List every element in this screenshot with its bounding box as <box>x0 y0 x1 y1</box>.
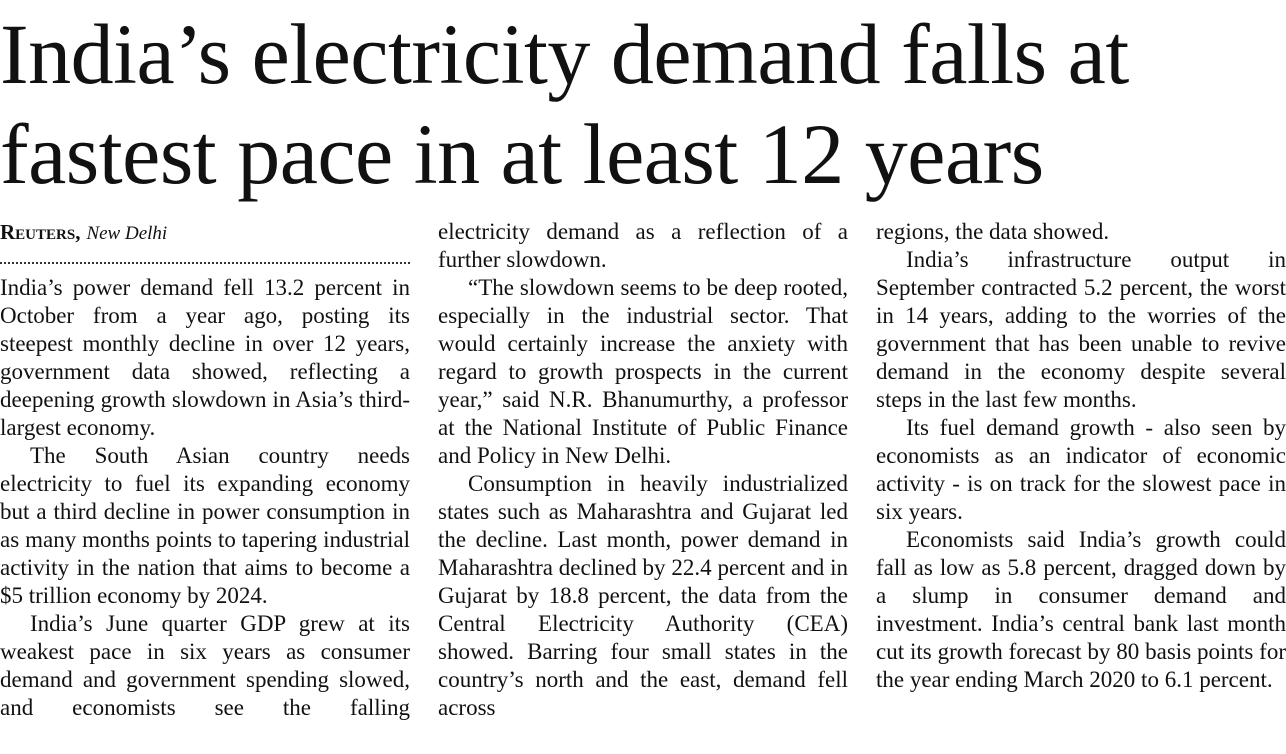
paragraph: Its fuel demand growth - also seen by ec… <box>876 415 1286 524</box>
headline-line: India’s electricity demand falls at <box>0 6 1129 102</box>
headline-line: fastest pace in at least 12 years <box>0 106 1044 202</box>
paragraph: “The slowdown seems to be deep rooted, e… <box>438 275 848 468</box>
agency: Reuters, <box>0 220 81 244</box>
column: electricity demand as a reflection of a … <box>438 218 848 722</box>
paragraph: electricity demand as a reflection of a … <box>438 219 848 272</box>
paragraph: India’s power demand fell 13.2 percent i… <box>0 275 410 440</box>
paragraph: regions, the data showed. <box>876 219 1110 244</box>
paragraph: Economists said India’s growth could fal… <box>876 527 1286 692</box>
column: Reuters, New Delhi India’s power demand f… <box>0 218 410 722</box>
dotted-rule <box>0 246 410 274</box>
paragraph: The South Asian country needs electricit… <box>0 443 410 608</box>
dateline: New Delhi <box>86 223 168 244</box>
paragraph: India’s infrastructure output in Septemb… <box>876 247 1286 412</box>
byline: Reuters, New Delhi <box>0 218 410 246</box>
column: regions, the data showed. India’s infrast… <box>876 218 1286 694</box>
paragraph: Consumption in heavily industrialized st… <box>438 471 848 720</box>
paragraph: India’s June quarter GDP grew at its wea… <box>0 611 410 720</box>
headline: India’s electricity demand falls at fast… <box>0 4 1286 204</box>
